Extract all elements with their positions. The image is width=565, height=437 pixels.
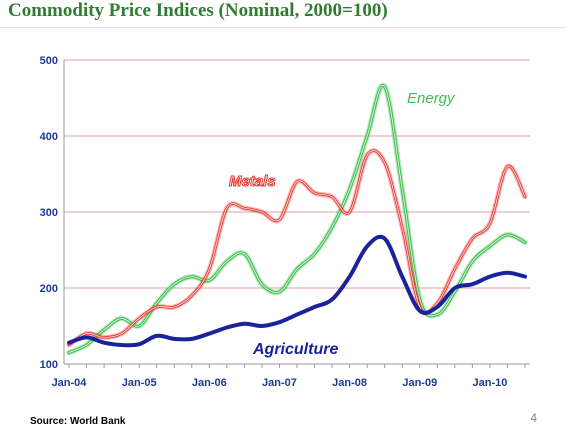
y-tick-label-400: 400 [40, 131, 58, 143]
metals-series-highlight [68, 150, 526, 346]
x-tick-label-Jan-09: Jan-09 [402, 377, 437, 389]
x-tick-label-Jan-10: Jan-10 [472, 377, 507, 389]
y-tick-label-500: 500 [40, 55, 58, 67]
page-number: 4 [530, 411, 537, 425]
energy-series-label: Energy [407, 90, 456, 107]
x-tick-label-Jan-06: Jan-06 [192, 377, 227, 389]
x-tick-label-Jan-04: Jan-04 [52, 377, 88, 389]
metals-series-label: Metals [229, 173, 276, 190]
energy-series-highlight [68, 84, 526, 354]
x-tick-label-Jan-05: Jan-05 [122, 377, 157, 389]
y-tick-label-100: 100 [40, 359, 58, 371]
agriculture-series-label: Agriculture [252, 341, 338, 358]
y-tick-label-300: 300 [40, 207, 58, 219]
slide-title: Commodity Price Indices (Nominal, 2000=1… [8, 0, 388, 21]
agriculture-series-line [67, 234, 527, 348]
source-note: Source: World Bank [30, 416, 126, 427]
x-tick-label-Jan-07: Jan-07 [262, 377, 297, 389]
y-tick-label-200: 200 [40, 283, 58, 295]
title-divider [0, 27, 565, 28]
x-tick-label-Jan-08: Jan-08 [332, 377, 367, 389]
